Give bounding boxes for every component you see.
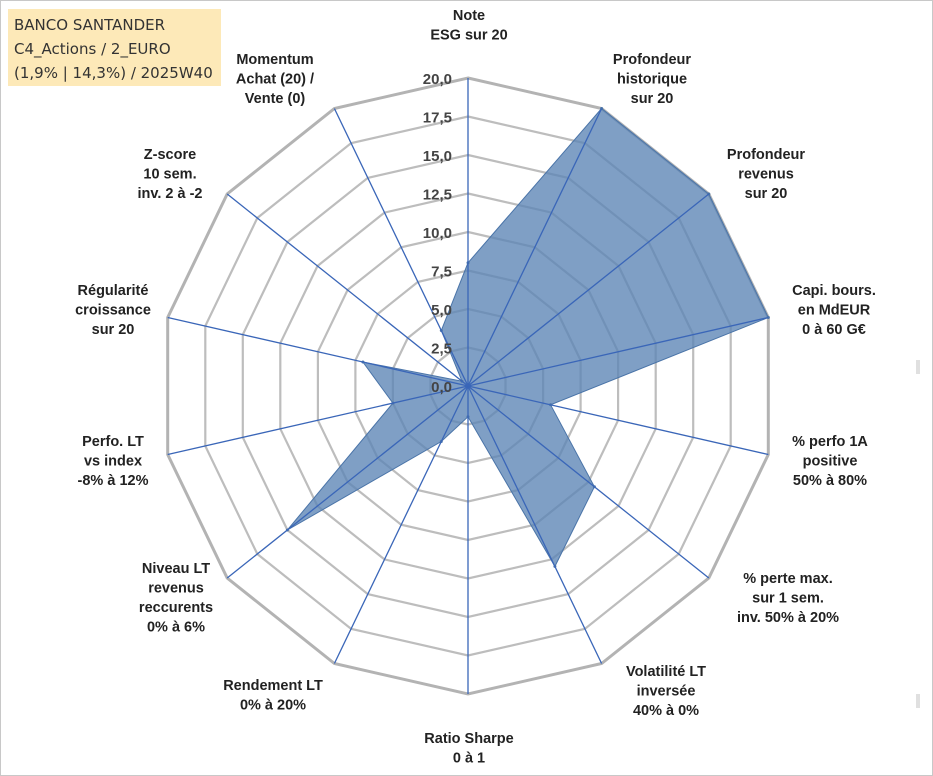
category-label-line: ESG sur 20 <box>430 28 507 44</box>
axis-spoke <box>333 108 469 387</box>
category-label: Momentum Achat (20) / Vente (0) <box>236 52 314 107</box>
category-label-line: reccurents <box>139 600 213 616</box>
category-label-line: vs index <box>84 454 142 470</box>
category-label: Volatilité LT inversée 40% à 0% <box>626 664 706 719</box>
category-label-line: Perfo. LT <box>82 434 144 450</box>
tick-label: 15,0 <box>423 148 452 165</box>
category-label-line: Capi. bours. <box>792 283 876 299</box>
category-label-line: croissance <box>75 303 151 319</box>
category-label-line: 0% à 6% <box>147 620 205 636</box>
category-label: Capi. bours. en MdEUR 0 à 60 G€ <box>792 283 876 338</box>
category-label-line: historique <box>617 72 687 88</box>
category-label-line: Régularité <box>78 283 149 299</box>
axis-spoke <box>467 316 769 387</box>
category-label-line: Ratio Sharpe <box>424 731 513 747</box>
category-label: Ratio Sharpe 0 à 1 <box>424 731 513 767</box>
tick-label: 0,0 <box>431 379 452 396</box>
category-label-line: 40% à 0% <box>633 703 699 719</box>
category-label-line: Momentum <box>236 52 313 68</box>
category-label-line: sur 20 <box>92 322 135 338</box>
category-label-line: % perfo 1A <box>792 434 868 450</box>
category-label-line: Note <box>453 8 485 24</box>
category-label-line: sur 20 <box>631 91 674 107</box>
tick-label: 20,0 <box>423 71 452 88</box>
category-label-line: 0% à 20% <box>240 698 306 714</box>
category-label-line: Profondeur <box>727 147 805 163</box>
axis-spoke <box>167 316 469 387</box>
title-box: BANCO SANTANDER C4_Actions / 2_EURO (1,9… <box>8 9 221 86</box>
category-label-line: 0 à 60 G€ <box>802 322 866 338</box>
category-label-line: revenus <box>148 581 204 597</box>
category-label-line: 10 sem. <box>143 167 196 183</box>
axis-spoke <box>467 385 603 664</box>
category-label-line: Niveau LT <box>142 561 210 577</box>
category-label: Z-score 10 sem. inv. 2 à -2 <box>137 147 202 202</box>
category-label-line: inv. 2 à -2 <box>137 186 202 202</box>
axis-spoke <box>467 108 603 387</box>
category-label: % perfo 1A positive 50% à 80% <box>792 434 868 489</box>
tick-label: 10,0 <box>423 225 452 242</box>
tick-label: 5,0 <box>431 302 452 319</box>
category-labels: Note ESG sur 20 Profondeur historique sur 20… <box>75 8 876 767</box>
category-label: Régularité croissance sur 20 <box>75 283 151 338</box>
tick-label: 2,5 <box>431 341 452 358</box>
category-label-line: en MdEUR <box>798 303 871 319</box>
axis-spoke <box>226 193 469 387</box>
axis-spoke <box>467 193 710 387</box>
tick-label: 7,5 <box>431 264 452 281</box>
category-label-line: Achat (20) / <box>236 72 314 88</box>
category-label: Rendement LT 0% à 20% <box>223 678 323 714</box>
category-label-line: Rendement LT <box>223 678 323 694</box>
radial-axis-ticks: 0,0 2,5 5,0 7,5 10,0 12,5 15,0 17,5 20,0 <box>423 71 452 396</box>
category-label-line: inv. 50% à 20% <box>737 610 839 626</box>
category-label-line: positive <box>803 454 858 470</box>
category-label-line: inversée <box>637 684 696 700</box>
title-line-3: (1,9% | 14,3%) / 2025W40 <box>14 64 213 82</box>
category-label-line: 50% à 80% <box>793 473 867 489</box>
category-label: Perfo. LT vs index -8% à 12% <box>78 434 149 489</box>
category-label-line: Z-score <box>144 147 196 163</box>
radar-spokes <box>167 78 769 694</box>
category-label-line: sur 1 sem. <box>752 591 824 607</box>
category-label-line: revenus <box>738 167 794 183</box>
category-label: Profondeur revenus sur 20 <box>727 147 805 202</box>
axis-spoke <box>226 385 469 579</box>
title-line-2: C4_Actions / 2_EURO <box>14 40 171 58</box>
scroll-marker <box>916 694 920 708</box>
category-label-line: Vente (0) <box>245 91 306 107</box>
category-label-line: % perte max. <box>743 571 832 587</box>
category-label: Note ESG sur 20 <box>430 8 507 44</box>
category-label-line: sur 20 <box>745 186 788 202</box>
category-label: Profondeur historique sur 20 <box>613 52 691 107</box>
tick-label: 17,5 <box>423 110 452 127</box>
category-label-line: -8% à 12% <box>78 473 149 489</box>
axis-spoke <box>167 385 469 456</box>
scroll-marker <box>916 360 920 374</box>
category-label: % perte max. sur 1 sem. inv. 50% à 20% <box>737 571 839 626</box>
category-label-line: 0 à 1 <box>453 751 485 767</box>
category-label: Niveau LT revenus reccurents 0% à 6% <box>139 561 213 636</box>
axis-spoke <box>467 385 769 456</box>
tick-label: 12,5 <box>423 187 452 204</box>
title-line-1: BANCO SANTANDER <box>14 16 166 34</box>
category-label-line: Volatilité LT <box>626 664 706 680</box>
axis-spoke <box>333 385 469 664</box>
axis-spoke <box>467 385 710 579</box>
category-label-line: Profondeur <box>613 52 691 68</box>
